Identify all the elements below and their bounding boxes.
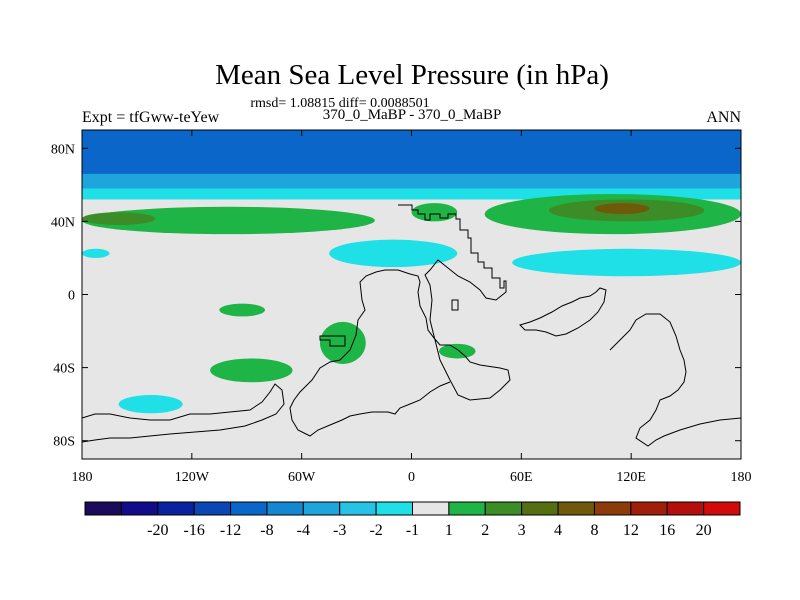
colorbar-box [412,501,450,516]
colorbar-box [266,501,304,516]
colorbar-box [193,501,232,516]
y-tick-label: 80S [53,435,75,450]
island-outline [319,335,346,347]
colorbar-box [593,501,632,516]
colorbar-label: -4 [297,522,310,539]
colorbar-label: 20 [696,522,712,539]
stats-line: rmsd= 1.08815 diff= 0.0088501 [250,96,429,111]
anomaly-region-pacific-west-low [82,248,110,258]
season-label: ANN [706,109,741,126]
x-tick-label: 0 [408,470,415,485]
anomaly-region-south-atlantic-high [438,343,476,359]
anomaly-region-south-pacific-low [118,395,183,414]
colorbar-label: -3 [333,522,346,539]
y-tick-label: 40S [53,362,75,377]
chart-title: Mean Sea Level Pressure (in hPa) [215,59,609,91]
difference-label: 370_0_MaBP - 370_0_MaBP [323,107,502,123]
colorbar-box [630,501,668,516]
x-tick-label: 60E [510,470,533,485]
anomaly-region-arctic-band-light [82,188,741,200]
colorbar-box [666,501,705,516]
colorbar-label: -8 [260,522,273,539]
colorbar-box [448,501,486,516]
colorbar: -20 -16 -12 -8 -4 -3 -2 -1 1 2 3 4 8 12 16 20 [84,501,741,539]
anomaly-region-arctic-band-mid [82,173,741,193]
anomaly-region-north-pacific-high-west [82,206,375,235]
anomaly-region-south-pacific-high-1 [219,303,266,317]
colorbar-label: -12 [220,522,241,539]
colorbar-box [302,501,341,516]
colorbar-box [375,501,414,516]
experiment-label: Expt = tfGww-teYew [82,109,220,126]
y-tick-label: 40N [51,215,75,230]
y-tick-label: 80N [51,142,75,157]
map-plot-area: 180 120W 60W 0 60E 120E 180 80N 40N 0 40S 80S [51,129,752,485]
colorbar-label: 1 [445,522,453,539]
colorbar-label: 8 [590,522,598,539]
continent-outlines [81,204,742,447]
colorbar-label: 3 [518,522,526,539]
antarctica-outline [81,383,285,443]
colorbar-label: -2 [369,522,382,539]
colorbar-label: 2 [481,522,489,539]
colorbar-box [521,501,559,516]
colorbar-label: -1 [406,522,419,539]
colorbar-box [484,501,523,516]
anomaly-region-south-pacific-high-2 [319,321,366,364]
y-tick-label: 0 [68,289,75,304]
colorbar-label: 12 [623,522,639,539]
americas-outline [519,287,607,337]
colorbar-box [230,501,268,516]
anomaly-region-south-pacific-high-3 [210,358,293,383]
colorbar-label: 4 [554,522,562,539]
colorbar-box [157,501,195,516]
colorbar-box [557,501,595,516]
anomaly-region-europe-small-high [411,203,458,222]
small-island-outline [451,299,459,311]
anomaly-region-arctic-band-deep [82,130,741,182]
europe-africa-outline [289,204,511,437]
x-tick-label: 120E [616,470,646,485]
colorbar-label: -20 [147,522,168,539]
colorbar-label: 16 [659,522,675,539]
colorbar-box [339,501,377,516]
x-tick-label: 60W [288,470,316,485]
anomaly-region-atlantic-low [329,239,458,268]
colorbar-box [84,501,122,516]
x-tick-label: 180 [72,470,93,485]
anomaly-region-asia-high-peak [594,203,650,215]
x-tick-label: 120W [175,470,210,485]
colorbar-box [703,501,741,516]
australia-outline [609,313,742,447]
x-tick-label: 180 [731,470,752,485]
anomaly-region-asia-low [512,248,741,277]
anomaly-region-north-pacific-core-west [82,212,156,226]
colorbar-label: -16 [184,522,205,539]
colorbar-box [120,501,159,516]
